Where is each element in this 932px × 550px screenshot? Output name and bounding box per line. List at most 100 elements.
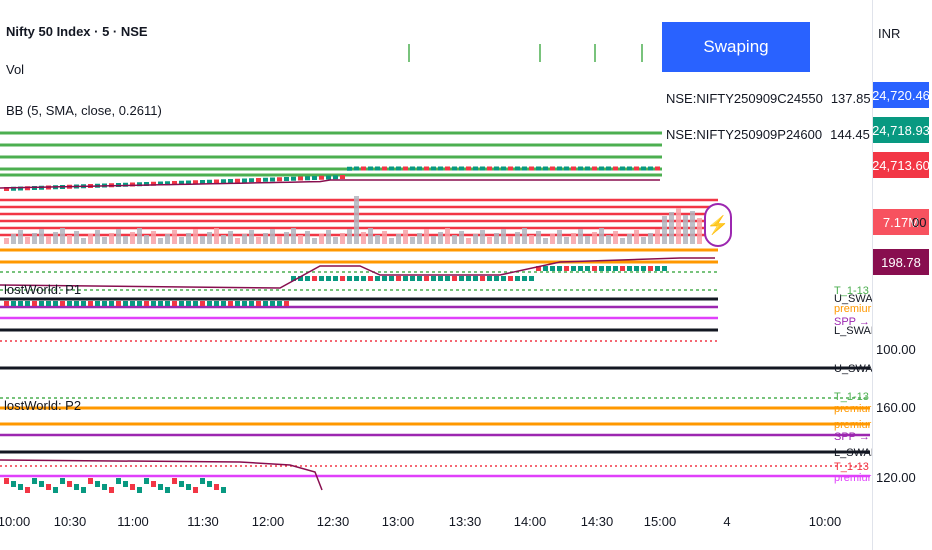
line-end-label: premiur bbox=[834, 403, 872, 415]
panel-p1-label[interactable]: lostWorld: P1 bbox=[4, 282, 82, 297]
volume-bar bbox=[424, 229, 429, 244]
p1-candle bbox=[627, 266, 632, 271]
price-candle bbox=[298, 176, 303, 181]
price-candle bbox=[515, 166, 520, 171]
volume-bar bbox=[102, 237, 107, 244]
volume-bar bbox=[4, 238, 9, 244]
p1-candle bbox=[445, 276, 450, 281]
p2-candle bbox=[32, 478, 37, 484]
p2-candle bbox=[165, 487, 170, 493]
volume-bar bbox=[39, 229, 44, 244]
p1-axis-tick: 100.00 bbox=[876, 342, 916, 357]
volume-legend[interactable]: Vol bbox=[6, 62, 25, 77]
price-candle bbox=[389, 166, 394, 171]
volume-bar bbox=[368, 228, 373, 244]
volume-bar bbox=[613, 231, 618, 244]
volume-bar bbox=[312, 238, 317, 244]
price-candle bbox=[529, 166, 534, 171]
volume-bar bbox=[256, 237, 261, 244]
symbol-title[interactable]: Nifty 50 Index · 5 · NSE bbox=[6, 24, 148, 39]
time-axis-label: 12:00 bbox=[251, 514, 285, 529]
price-candle bbox=[347, 166, 352, 171]
volume-bar bbox=[515, 232, 520, 244]
volume-bar bbox=[459, 231, 464, 244]
p1-candle bbox=[214, 301, 219, 306]
p1-candle bbox=[529, 276, 534, 281]
p1-candle bbox=[4, 301, 9, 306]
price-candle bbox=[256, 178, 261, 182]
line-end-label: T_1-13 bbox=[834, 391, 869, 403]
volume-bar bbox=[165, 234, 170, 244]
volume-bar bbox=[501, 229, 506, 244]
price-candle bbox=[137, 182, 142, 187]
price-candle bbox=[130, 182, 135, 187]
price-candle bbox=[438, 166, 443, 171]
p2-candle bbox=[158, 484, 163, 490]
time-axis-label: 14:00 bbox=[513, 514, 547, 529]
volume-bar bbox=[319, 234, 324, 244]
price-candle bbox=[172, 181, 177, 185]
time-axis-label: 10:30 bbox=[53, 514, 87, 529]
swaping-button[interactable]: Swaping bbox=[662, 22, 810, 72]
option-symbol: NSE:NIFTY250909P24600 bbox=[666, 126, 823, 142]
volume-bar bbox=[60, 228, 65, 244]
line-end-label: premiur bbox=[834, 419, 872, 431]
volume-bar bbox=[445, 228, 450, 244]
p1-candle bbox=[193, 301, 198, 306]
time-axis-label: 4 bbox=[723, 514, 731, 529]
volume-bar bbox=[354, 196, 359, 244]
line-end-label: L_SWAP bbox=[834, 325, 878, 337]
price-candle bbox=[494, 166, 499, 171]
volume-bar bbox=[431, 236, 436, 244]
price-candle bbox=[620, 166, 625, 171]
volume-bar bbox=[235, 238, 240, 244]
panel-p2-label[interactable]: lostWorld: P2 bbox=[4, 398, 82, 413]
price-candle bbox=[242, 178, 247, 183]
price-candle bbox=[627, 166, 632, 171]
lightning-icon[interactable]: ⚡ bbox=[704, 203, 732, 247]
p1-candle bbox=[410, 276, 415, 281]
p1-candle bbox=[592, 266, 597, 271]
volume-bar bbox=[508, 236, 513, 244]
price-candle bbox=[459, 166, 464, 171]
volume-bar bbox=[410, 237, 415, 244]
p1-candle bbox=[396, 276, 401, 281]
price-candle bbox=[326, 175, 331, 180]
p1-candle bbox=[95, 301, 100, 306]
price-candle bbox=[592, 166, 597, 171]
price-candle bbox=[221, 179, 226, 184]
price-candle bbox=[585, 166, 590, 171]
p1-candle bbox=[88, 301, 93, 306]
volume-bar bbox=[46, 236, 51, 244]
price-candle bbox=[375, 166, 380, 171]
price-candle bbox=[270, 177, 275, 182]
price-candle bbox=[508, 166, 513, 171]
volume-bar bbox=[634, 230, 639, 244]
bollinger-legend[interactable]: BB (5, SMA, close, 0.2611) bbox=[6, 103, 162, 118]
p1-candle bbox=[522, 276, 527, 281]
volume-bar bbox=[536, 231, 541, 244]
price-candle bbox=[655, 166, 660, 171]
p1-candle bbox=[18, 301, 23, 306]
p2-candle bbox=[130, 484, 135, 490]
volume-bar bbox=[571, 233, 576, 244]
p1-candle bbox=[130, 301, 135, 306]
price-candle bbox=[235, 178, 240, 183]
line-end-label: U_SWAP bbox=[834, 293, 880, 305]
currency-label[interactable]: INR bbox=[878, 26, 901, 41]
p2-candle bbox=[81, 487, 86, 493]
volume-bar bbox=[200, 236, 205, 244]
time-axis-label: 11:00 bbox=[117, 514, 149, 529]
price-candle bbox=[18, 186, 23, 191]
p2-candle bbox=[137, 487, 142, 493]
volume-bar bbox=[662, 216, 667, 244]
line-end-label: U_SWAP bbox=[834, 363, 880, 375]
price-candle bbox=[403, 166, 408, 171]
volume-bar bbox=[676, 208, 681, 244]
price-candle bbox=[543, 166, 548, 171]
p1-candle bbox=[543, 266, 548, 271]
p1-candle bbox=[340, 276, 345, 281]
p1-candle bbox=[221, 301, 226, 306]
p1-candle bbox=[67, 301, 72, 306]
